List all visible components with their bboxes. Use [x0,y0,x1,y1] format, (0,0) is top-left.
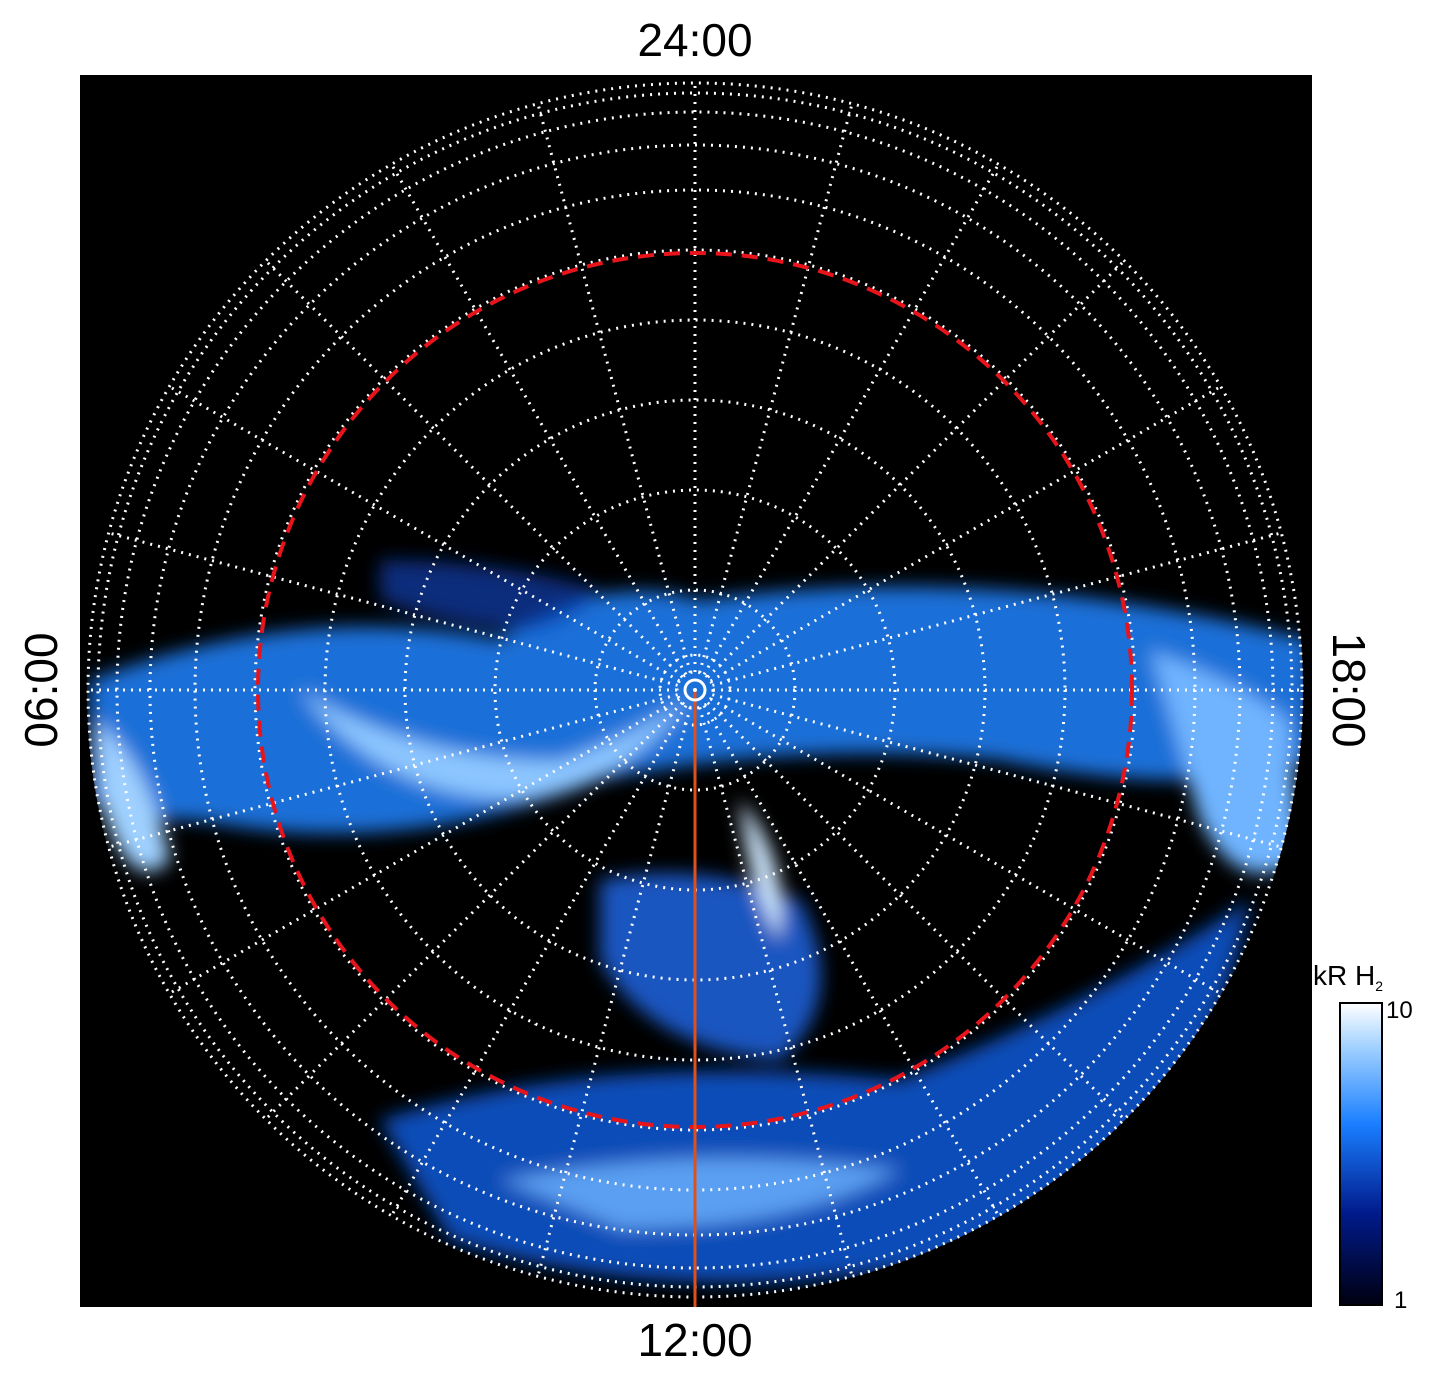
meridian-line [706,257,1128,679]
polar-grid [85,80,1305,1300]
meridian-line [535,100,692,674]
meridian-line [711,530,1285,687]
aurora-emission [90,560,1303,1283]
colorbar-title: kR H2 [1313,960,1383,994]
meridian-line [262,257,684,679]
pole-dot [693,688,697,692]
colorbar-title-main: kR H [1313,960,1375,991]
meridian-line [709,383,1225,683]
meridian-line [105,530,679,687]
label-top: 24:00 [637,14,752,66]
colorbar-title-subscript: 2 [1375,978,1383,994]
meridian-line [535,706,692,1280]
meridian-line [702,704,1002,1220]
meridian-line [165,383,681,683]
meridian-line [711,693,1285,850]
meridian-line [698,100,855,674]
meridian-line [105,693,679,850]
label-bottom: 12:00 [637,1314,752,1366]
label-left: 06:00 [15,632,67,747]
label-right: 18:00 [1323,632,1375,747]
meridian-line [698,706,855,1280]
colorbar [1339,1002,1383,1306]
meridian-line [262,701,684,1123]
colorbar-tick-label: 1 [1394,1287,1407,1314]
pole-marker [683,678,707,702]
meridian-line [165,697,681,997]
meridian-line [388,160,688,676]
colorbar-tick-label: 10 [1386,997,1413,1024]
latitude-circle [493,488,897,892]
meridian-line [388,704,688,1220]
meridian-line [709,697,1225,997]
meridian-line [702,160,1002,676]
meridian-line [706,701,1128,1123]
latitude-circle [253,248,1137,1132]
latitude-circle [148,143,1242,1237]
